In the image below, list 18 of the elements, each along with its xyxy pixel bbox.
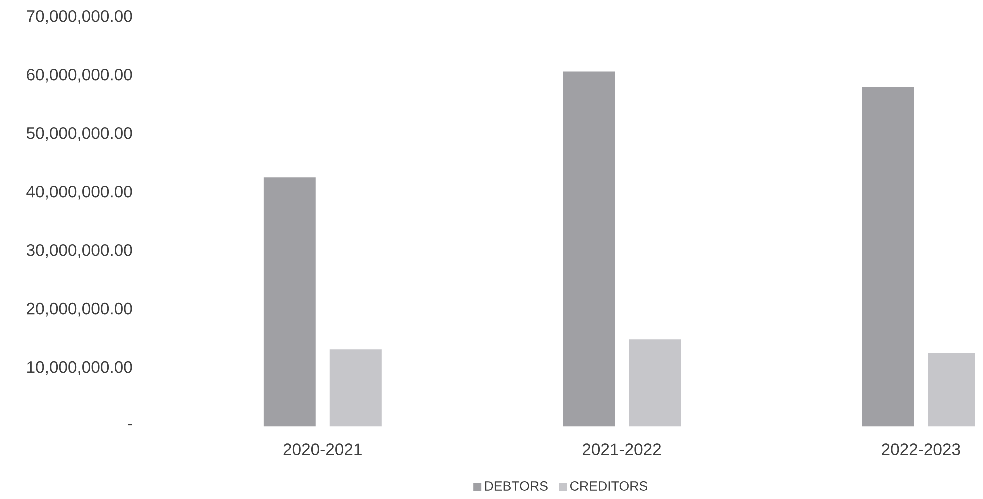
y-tick-label: -: [128, 424, 132, 426]
y-tick-label: 60,000,000.00: [27, 69, 132, 83]
x-tick-label: 2021-2022: [582, 444, 662, 456]
bar: [330, 350, 382, 427]
y-tick-label: 10,000,000.00: [28, 362, 132, 376]
y-tick-label: 70,000,000.00: [27, 10, 132, 24]
bar: [563, 72, 616, 427]
bar: [862, 87, 914, 427]
bar: [629, 340, 682, 427]
y-tick-label: 30,000,000.00: [26, 244, 132, 258]
x-tick-label: 2020-2021: [284, 444, 362, 456]
y-tick-label: 50,000,000.00: [26, 128, 132, 142]
x-tick-label: 2022-2023: [882, 444, 960, 456]
y-tick-label: 40,000,000.00: [26, 186, 132, 200]
y-tick-label: 20,000,000.00: [27, 303, 132, 317]
legend-label: CREDITORS: [570, 482, 648, 492]
bar: [264, 178, 316, 427]
legend-label: DEBTORS: [485, 482, 548, 492]
